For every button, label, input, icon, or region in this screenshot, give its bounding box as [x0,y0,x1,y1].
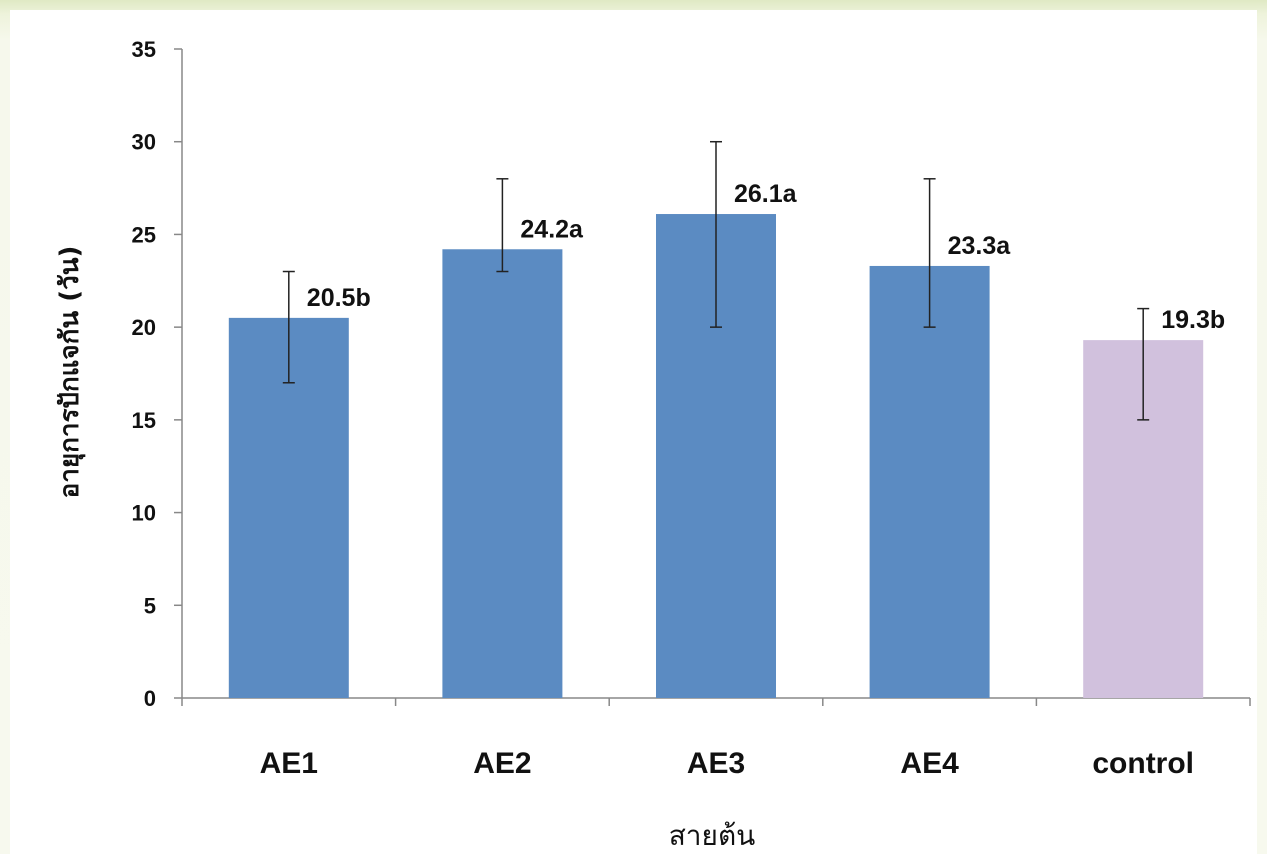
bars [228,214,1204,698]
bar-ae4 [869,265,990,698]
data-label: 24.2a [520,215,584,243]
data-label: 19.3b [1161,306,1225,334]
y-axis-title: อายุการปักแจกัน (วัน) [55,246,86,499]
chart-panel [10,10,1257,854]
error-bars [282,140,1150,421]
data-label: 20.5b [307,284,371,312]
x-tick-label: control [1092,747,1194,780]
x-axis-title: สายต้น [669,819,756,852]
axes: 0 5 10 15 20 25 30 35 AE1 AE2 AE3 AE4 control [132,37,1251,780]
x-tick-label: AE3 [687,747,745,780]
x-tick-label: AE4 [900,747,959,780]
x-tick-label: AE1 [260,747,318,780]
y-tick-label: 35 [132,37,156,62]
data-label: 23.3a [948,232,1012,260]
y-tick-label: 25 [132,222,156,247]
y-tick-label: 15 [132,408,156,433]
x-tick-label: AE2 [473,747,531,780]
y-tick-label: 5 [144,593,156,618]
y-tick-label: 10 [132,501,156,526]
y-tick-label: 20 [132,315,156,340]
data-label: 26.1a [734,180,798,208]
data-labels: 20.5b 24.2a 26.1a 23.3a 19.3b [307,180,1225,334]
bar-ae2 [442,249,563,698]
y-tick-label: 0 [144,686,156,711]
y-tick-label: 30 [132,130,156,155]
